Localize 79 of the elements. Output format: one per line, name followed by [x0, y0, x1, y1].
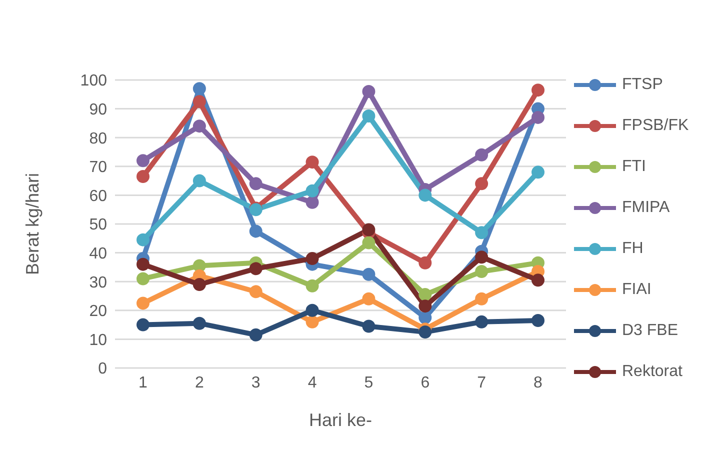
point: [475, 148, 488, 162]
point: [532, 314, 544, 327]
point: [362, 85, 376, 98]
y-tick-label: 80: [89, 130, 108, 148]
point: [249, 262, 262, 276]
point: [136, 233, 150, 246]
y-tick-label: 0: [98, 360, 108, 378]
point: [532, 110, 544, 124]
point: [475, 177, 488, 190]
legend-label: Rektorat: [622, 362, 682, 380]
point: [418, 300, 432, 313]
point: [362, 292, 376, 306]
point: [306, 196, 319, 209]
x-tick-label: 8: [534, 374, 543, 392]
point: [306, 252, 319, 266]
point: [249, 224, 262, 238]
point: [362, 223, 376, 236]
point: [136, 258, 150, 271]
point: [192, 174, 206, 188]
point: [249, 328, 262, 342]
point: [192, 278, 206, 291]
point: [136, 170, 150, 183]
point: [475, 250, 488, 264]
point: [136, 318, 150, 332]
x-tick-label: 7: [477, 374, 486, 392]
legend-label: FH: [622, 240, 644, 258]
point: [475, 292, 488, 306]
y-tick-label: 30: [89, 274, 108, 292]
point: [418, 256, 432, 270]
legend-label: FTI: [622, 158, 646, 176]
x-tick-label: 4: [308, 374, 317, 392]
legend-label: FIAI: [622, 280, 652, 298]
point: [362, 236, 376, 250]
point: [306, 156, 319, 169]
x-tick-label: 3: [251, 374, 260, 392]
y-tick-label: 70: [89, 159, 108, 176]
point: [136, 154, 150, 168]
point: [306, 184, 319, 198]
point: [249, 285, 262, 298]
point: [418, 288, 432, 302]
point: [306, 304, 319, 317]
point: [532, 166, 544, 179]
point: [418, 326, 432, 338]
y-axis-title: Berat kg/hari: [22, 172, 42, 276]
point: [136, 296, 150, 310]
point: [418, 311, 432, 324]
point: [192, 82, 206, 96]
point: [362, 110, 376, 122]
point: [192, 316, 206, 330]
y-tick-label: 40: [89, 245, 108, 262]
x-axis-title: Hari ke-: [308, 410, 372, 430]
point: [306, 315, 319, 328]
y-tick-label: 20: [89, 303, 108, 320]
legend-label: FMIPA: [622, 198, 670, 216]
legend-label: D3 FBE: [622, 322, 678, 340]
point: [475, 226, 488, 240]
point: [532, 84, 544, 97]
point: [362, 320, 376, 333]
point: [475, 315, 488, 328]
legend-label: FPSB/FK: [622, 116, 689, 134]
point: [192, 120, 206, 133]
point: [192, 95, 206, 108]
x-tick-label: 1: [138, 374, 148, 392]
point: [249, 177, 262, 190]
point: [362, 268, 376, 281]
point: [418, 188, 432, 202]
y-tick-label: 10: [89, 332, 108, 349]
point: [532, 274, 544, 287]
y-tick-label: 100: [80, 72, 108, 90]
point: [475, 265, 488, 278]
point: [306, 279, 319, 292]
point: [136, 272, 150, 286]
x-tick-label: 6: [420, 374, 430, 392]
y-tick-label: 50: [89, 216, 108, 234]
x-tick-label: 5: [364, 374, 374, 392]
x-tick-label: 2: [194, 374, 204, 392]
legend-label: FTSP: [622, 76, 663, 94]
y-tick-label: 60: [89, 188, 108, 205]
y-tick-label: 90: [89, 101, 108, 118]
